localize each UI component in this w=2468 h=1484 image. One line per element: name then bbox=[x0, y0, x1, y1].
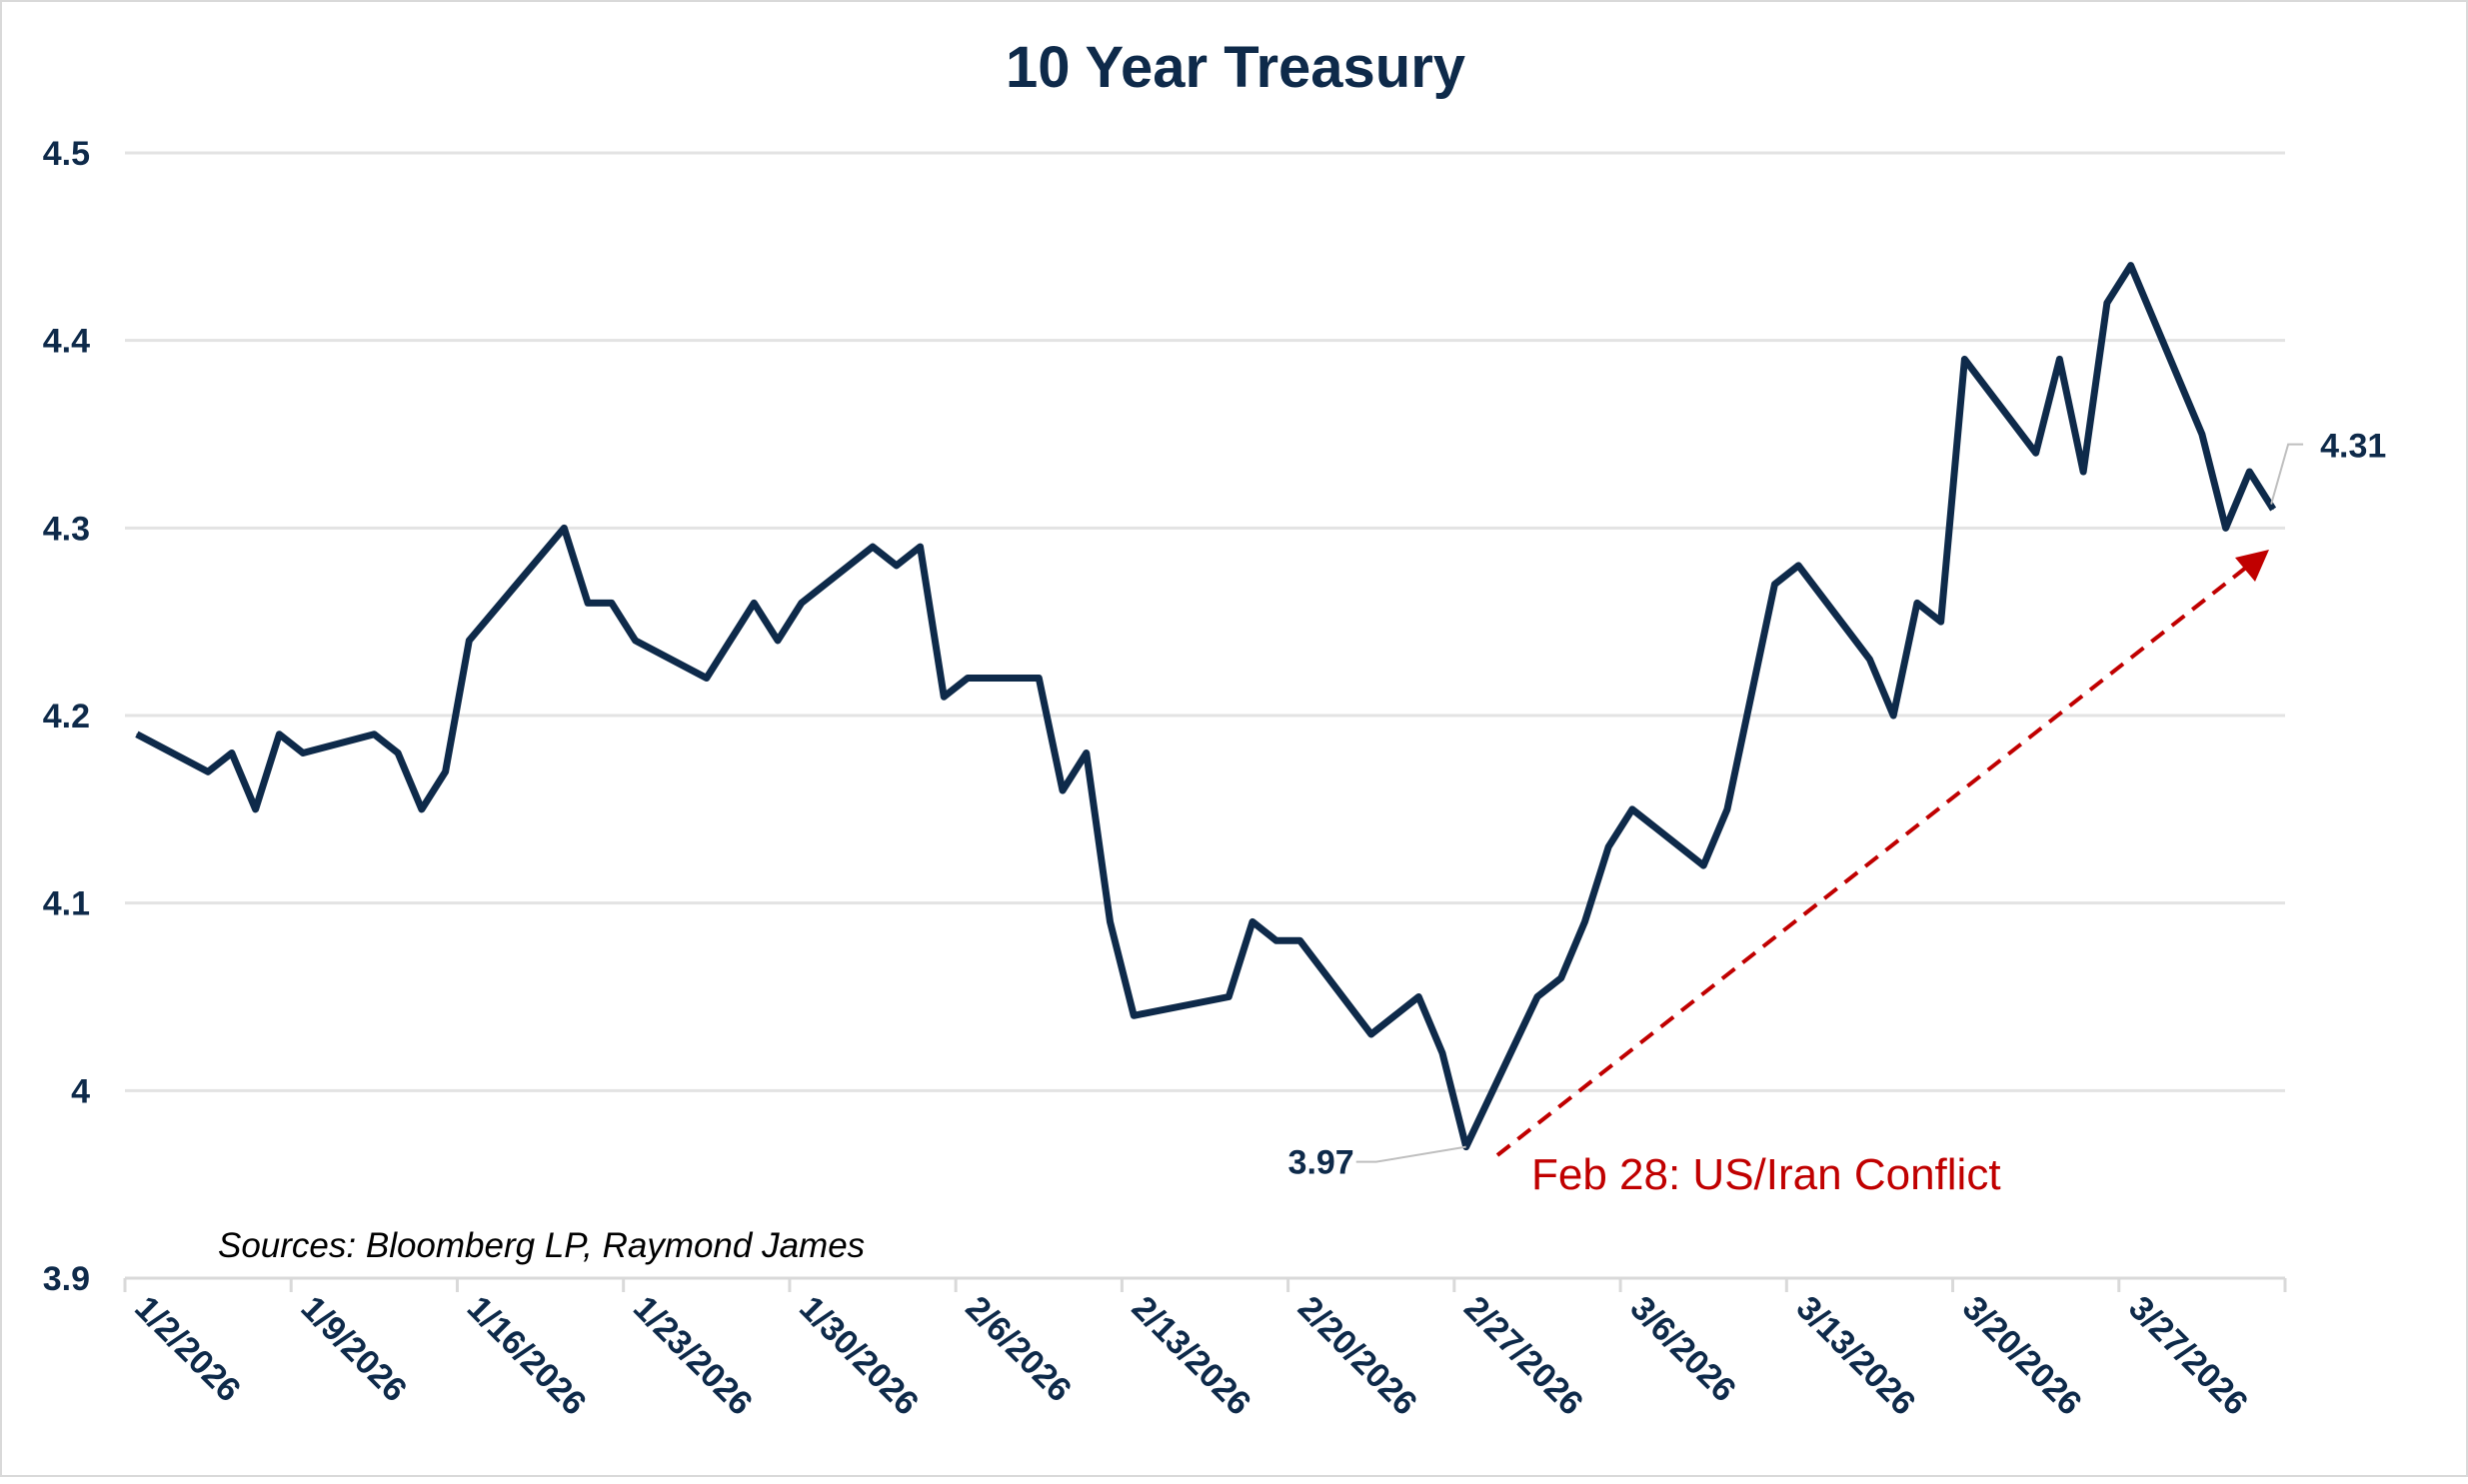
data-point bbox=[1940, 621, 1942, 623]
x-tick-label: 1/23/2026 bbox=[626, 1289, 760, 1423]
x-tick-label: 3/20/2026 bbox=[1955, 1289, 2089, 1423]
x-tick-label: 2/13/2026 bbox=[1125, 1289, 1258, 1423]
data-point bbox=[373, 734, 375, 736]
data-point bbox=[706, 677, 708, 679]
data-point bbox=[1631, 808, 1633, 810]
data-point bbox=[2106, 302, 2108, 304]
last-value-label: 4.31 bbox=[2320, 428, 2386, 466]
data-point bbox=[1275, 939, 1277, 941]
data-point bbox=[2225, 527, 2227, 529]
data-point bbox=[1370, 1033, 1372, 1035]
data-point bbox=[1086, 752, 1088, 754]
low-value-label: 3.97 bbox=[1288, 1144, 1354, 1182]
data-point bbox=[1797, 565, 1799, 567]
data-point bbox=[2035, 452, 2037, 454]
data-point bbox=[1536, 996, 1538, 997]
data-point bbox=[1298, 939, 1300, 941]
data-point bbox=[2248, 471, 2250, 473]
event-arrow-line bbox=[1495, 565, 2249, 1157]
data-point bbox=[920, 546, 922, 548]
data-point bbox=[136, 734, 138, 736]
y-tick-label: 4 bbox=[71, 1072, 90, 1110]
data-point bbox=[1228, 996, 1230, 997]
data-point bbox=[302, 752, 304, 754]
data-point bbox=[255, 808, 257, 810]
x-tick-label: 2/20/2026 bbox=[1290, 1289, 1424, 1423]
data-point bbox=[1892, 715, 1894, 717]
data-point bbox=[753, 602, 755, 604]
data-point bbox=[468, 640, 470, 642]
data-point bbox=[730, 640, 732, 642]
source-note: Sources: Bloomberg LP, Raymond James bbox=[218, 1226, 865, 1265]
data-point bbox=[1133, 1014, 1135, 1016]
data-point bbox=[2058, 358, 2060, 360]
data-point bbox=[2082, 471, 2084, 473]
series-line bbox=[135, 262, 2277, 1151]
data-point bbox=[207, 770, 209, 772]
x-tick-label: 2/27/2026 bbox=[1456, 1289, 1590, 1423]
data-point bbox=[2272, 509, 2274, 511]
data-point bbox=[587, 602, 589, 604]
last-leader-line bbox=[2270, 443, 2304, 505]
data-point bbox=[1583, 920, 1585, 922]
x-tick-label: 3/13/2026 bbox=[1789, 1289, 1923, 1423]
x-tick-label: 3/27/2026 bbox=[2121, 1289, 2255, 1423]
data-point bbox=[1110, 920, 1112, 922]
y-tick-labels: 3.9 4 4.1 4.2 4.3 4.4 4.5 bbox=[43, 135, 90, 1298]
event-arrow-head bbox=[2235, 550, 2269, 582]
y-tick-label: 4.1 bbox=[43, 885, 90, 923]
data-point bbox=[801, 602, 803, 604]
data-point bbox=[1560, 977, 1562, 979]
data-point bbox=[1251, 920, 1253, 922]
data-point bbox=[1726, 808, 1728, 810]
y-tick-label: 4.3 bbox=[43, 510, 90, 548]
y-tick-label: 4.2 bbox=[43, 698, 90, 736]
data-point bbox=[231, 752, 233, 754]
data-point bbox=[1963, 358, 1965, 360]
data-point bbox=[896, 565, 898, 567]
x-tick-label: 1/2/2026 bbox=[127, 1289, 247, 1409]
data-point bbox=[1441, 1052, 1443, 1054]
data-point bbox=[2201, 434, 2203, 435]
data-point bbox=[1750, 696, 1752, 698]
data-point bbox=[943, 696, 945, 698]
gridlines bbox=[123, 151, 2287, 1292]
chart-title: 10 Year Treasury bbox=[1006, 35, 1465, 100]
data-point bbox=[1607, 845, 1609, 847]
x-tick-label: 2/6/2026 bbox=[958, 1289, 1078, 1409]
data-point bbox=[278, 734, 280, 736]
data-point bbox=[563, 527, 565, 529]
annotations: 3.97 4.31 Feb 28: US/Iran Conflict bbox=[1288, 428, 2387, 1199]
x-tick-label: 1/9/2026 bbox=[294, 1289, 414, 1409]
data-point bbox=[1868, 659, 1870, 661]
data-point bbox=[1773, 584, 1775, 586]
x-tick-label: 1/16/2026 bbox=[460, 1289, 594, 1423]
data-point bbox=[611, 602, 613, 604]
data-point bbox=[1702, 864, 1704, 866]
x-tick-label: 3/6/2026 bbox=[1622, 1289, 1742, 1409]
data-point bbox=[967, 677, 969, 679]
data-point bbox=[1393, 1014, 1395, 1016]
data-point bbox=[1062, 789, 1064, 791]
data-point bbox=[1916, 602, 1918, 604]
data-point bbox=[1417, 996, 1419, 997]
data-point bbox=[2130, 265, 2132, 267]
y-tick-label: 4.4 bbox=[43, 323, 90, 361]
y-tick-label: 3.9 bbox=[43, 1260, 90, 1298]
low-leader-line bbox=[1355, 1145, 1466, 1163]
data-point bbox=[872, 546, 874, 548]
x-tick-label: 1/30/2026 bbox=[792, 1289, 926, 1423]
data-point bbox=[397, 752, 399, 754]
event-label: Feb 28: US/Iran Conflict bbox=[1531, 1150, 2001, 1199]
y-tick-label: 4.5 bbox=[43, 135, 90, 173]
series-line-group bbox=[135, 262, 2277, 1151]
data-point bbox=[635, 640, 637, 642]
data-point bbox=[1038, 677, 1040, 679]
data-point bbox=[777, 640, 779, 642]
x-tick-labels: 1/2/2026 1/9/2026 1/16/2026 1/23/2026 1/30/2… bbox=[127, 1289, 2255, 1423]
data-point bbox=[421, 808, 423, 810]
data-point bbox=[445, 770, 447, 772]
